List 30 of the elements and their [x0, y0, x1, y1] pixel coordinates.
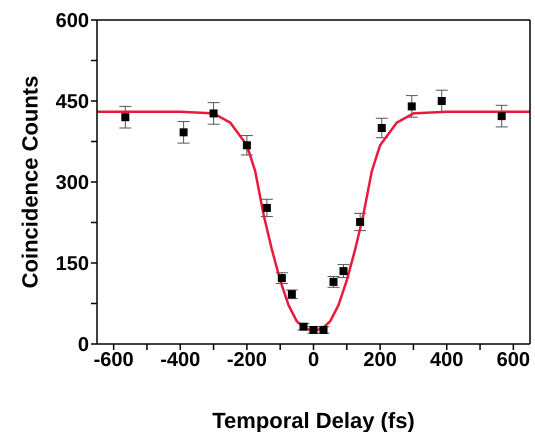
y-tick-label: 600: [56, 10, 89, 32]
point: [378, 124, 386, 132]
point: [180, 128, 188, 136]
y-axis-title: Coincidence Counts: [18, 76, 42, 288]
point: [262, 204, 271, 212]
y-tick-label: 300: [56, 172, 89, 194]
point: [408, 102, 416, 110]
point: [242, 141, 251, 150]
x-tick-label: -200: [226, 349, 267, 372]
point: [210, 109, 218, 118]
point: [498, 112, 506, 120]
point: [278, 274, 286, 282]
point: [329, 278, 338, 286]
point: [121, 113, 130, 122]
point: [319, 326, 328, 334]
point: [339, 267, 348, 276]
point: [288, 290, 296, 298]
x-tick-label: 600: [496, 349, 530, 372]
x-tick-label: 200: [363, 349, 397, 372]
x-tick-label: -400: [160, 349, 200, 372]
point: [356, 218, 364, 226]
y-tick-label: 150: [56, 253, 89, 276]
x-tick-label: -600: [94, 349, 134, 372]
point: [300, 322, 308, 331]
point: [438, 97, 446, 105]
x-tick-label: 0: [308, 349, 320, 372]
x-tick-label: 400: [430, 349, 464, 372]
point: [310, 326, 318, 334]
y-tick-label: 450: [56, 91, 89, 114]
y-tick-label: 0: [78, 334, 89, 356]
